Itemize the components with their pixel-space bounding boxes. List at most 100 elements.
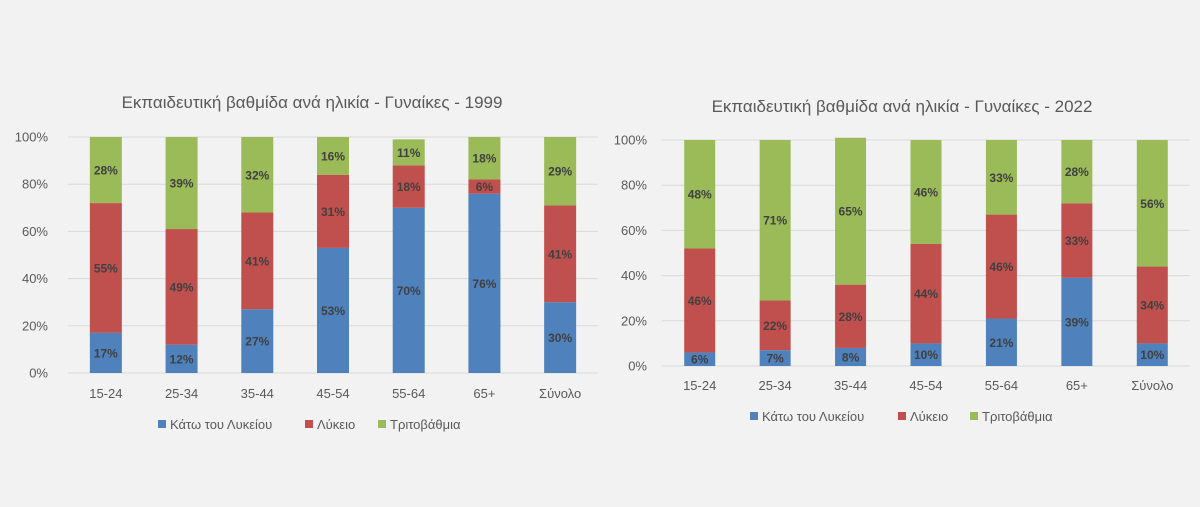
data-label: 27% — [245, 335, 269, 349]
data-label: 48% — [688, 188, 712, 202]
data-label: 29% — [548, 165, 572, 179]
bar-segment — [544, 302, 577, 373]
x-tick-label: 55-64 — [392, 386, 425, 401]
y-tick-label: 40% — [22, 271, 48, 286]
x-tick-label: 35-44 — [834, 378, 867, 393]
legend-swatch — [970, 412, 978, 420]
data-label: 28% — [94, 164, 118, 178]
bar-segment — [985, 214, 1017, 319]
data-label: 55% — [94, 261, 118, 275]
data-label: 56% — [1140, 197, 1164, 211]
data-label: 6% — [476, 180, 494, 194]
bar-segment — [317, 137, 349, 175]
bar-segment — [910, 140, 942, 244]
data-label: 22% — [763, 319, 787, 333]
bar-segment — [392, 165, 425, 208]
data-label: 31% — [321, 205, 345, 219]
bar-segment — [1061, 277, 1093, 366]
data-label: 12% — [170, 352, 194, 366]
data-label: 17% — [94, 346, 118, 360]
bar-segment — [165, 344, 198, 373]
data-label: 11% — [397, 146, 421, 160]
x-tick-label: Σύνολο — [539, 386, 581, 401]
chart-2022: Εκπαιδευτική βαθμίδα ανά ηλικία - Γυναίκ… — [614, 97, 1190, 424]
x-tick-label: 45-54 — [316, 386, 349, 401]
data-label: 32% — [245, 168, 269, 182]
bar-segment — [835, 284, 867, 348]
bar-segment — [317, 247, 349, 373]
bar-segment — [759, 300, 791, 351]
legend-swatch — [898, 412, 906, 420]
data-label: 41% — [245, 254, 269, 268]
data-label: 76% — [472, 277, 496, 291]
data-label: 28% — [1065, 165, 1089, 179]
data-label: 65% — [839, 205, 863, 219]
data-label: 39% — [1065, 315, 1089, 329]
data-label: 21% — [989, 336, 1013, 350]
bar-segment — [1136, 343, 1168, 366]
legend-label: Τριτοβάθμια — [390, 417, 461, 432]
data-label: 18% — [397, 180, 421, 194]
bar-segment — [468, 137, 501, 180]
bar-segment — [392, 207, 425, 373]
legend-label: Λύκειο — [317, 417, 355, 432]
data-label: 53% — [321, 304, 345, 318]
data-label: 28% — [839, 310, 863, 324]
legend-label: Κάτω του Λυκείου — [170, 417, 272, 432]
y-tick-label: 80% — [621, 178, 647, 193]
bar-segment — [392, 139, 425, 166]
bar-segment — [910, 243, 942, 344]
x-tick-label: 45-54 — [909, 378, 942, 393]
bar-segment — [1136, 266, 1168, 344]
bar-segment — [684, 140, 716, 249]
legend-label: Λύκειο — [910, 409, 948, 424]
bar-segment — [468, 193, 501, 373]
data-label: 46% — [989, 260, 1013, 274]
bar-segment — [165, 229, 198, 345]
data-label: 71% — [763, 214, 787, 228]
bar-segment — [89, 203, 122, 333]
data-label: 41% — [548, 247, 572, 261]
bar-segment — [985, 140, 1017, 215]
x-tick-label: 65+ — [1066, 378, 1088, 393]
data-label: 6% — [691, 353, 709, 367]
bar-segment — [1061, 140, 1093, 204]
bar-segment — [835, 347, 867, 366]
x-tick-label: 25-34 — [759, 378, 792, 393]
data-label: 30% — [548, 331, 572, 345]
bar-segment — [89, 332, 122, 373]
x-tick-label: 15-24 — [683, 378, 716, 393]
y-tick-label: 0% — [628, 359, 647, 374]
x-tick-label: 65+ — [473, 386, 495, 401]
data-label: 46% — [688, 294, 712, 308]
bar-segment — [759, 140, 791, 301]
data-label: 39% — [170, 177, 194, 191]
bar-segment — [544, 137, 577, 206]
data-label: 18% — [472, 152, 496, 166]
bar-segment — [241, 309, 274, 373]
legend-label: Κάτω του Λυκείου — [762, 409, 864, 424]
data-label: 10% — [914, 348, 938, 362]
y-tick-label: 80% — [22, 177, 48, 192]
data-label: 70% — [397, 284, 421, 298]
x-tick-label: Σύνολο — [1131, 378, 1173, 393]
legend-swatch — [378, 420, 386, 428]
bar-segment — [1061, 203, 1093, 278]
data-label: 16% — [321, 149, 345, 163]
x-tick-label: 15-24 — [89, 386, 122, 401]
y-tick-label: 20% — [621, 313, 647, 328]
data-label: 46% — [914, 185, 938, 199]
chart-panel-1999: Εκπαιδευτική βαθμίδα ανά ηλικία - Γυναίκ… — [0, 0, 604, 502]
y-tick-label: 100% — [614, 133, 648, 148]
x-tick-label: 25-34 — [165, 386, 198, 401]
data-label: 10% — [1140, 348, 1164, 362]
y-tick-label: 0% — [29, 366, 48, 381]
y-tick-label: 60% — [22, 224, 48, 239]
y-tick-label: 60% — [621, 223, 647, 238]
bar-segment — [241, 137, 274, 213]
y-tick-label: 20% — [22, 318, 48, 333]
legend-swatch — [305, 420, 313, 428]
chart-1999: Εκπαιδευτική βαθμίδα ανά ηλικία - Γυναίκ… — [15, 93, 598, 432]
bar-segment — [910, 343, 942, 366]
bar-segment — [684, 248, 716, 353]
